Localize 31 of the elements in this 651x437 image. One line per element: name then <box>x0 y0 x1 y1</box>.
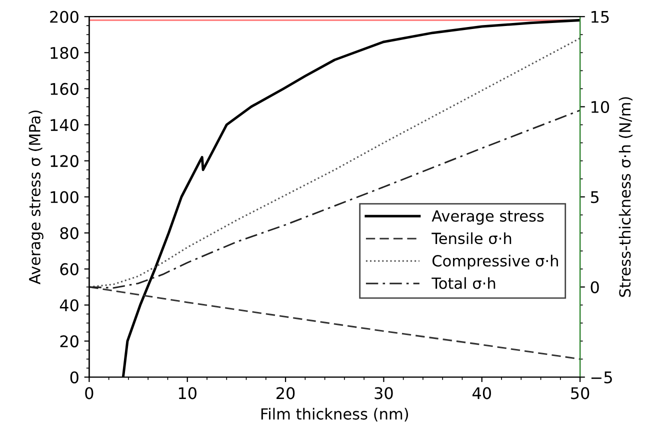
line-series <box>89 37 580 288</box>
legend-label: Compressive σ·h <box>432 254 558 270</box>
x-tick-label: 50 <box>571 387 590 400</box>
x-tick-label: 20 <box>276 387 295 400</box>
y-tick-label: 20 <box>60 335 78 348</box>
x-tick-label: 30 <box>374 387 393 400</box>
y2-tick-label: 0 <box>590 281 599 294</box>
y-tick-label: 60 <box>60 263 78 276</box>
y2-axis-title: Stress-thickness σ·h (N/m) <box>618 97 632 297</box>
x-tick-label: 10 <box>178 387 196 400</box>
y2-tick-label: −5 <box>591 372 612 384</box>
x-axis-title: Film thickness (nm) <box>261 408 408 422</box>
y-tick-label: 140 <box>50 118 78 132</box>
y-tick-label: 40 <box>60 299 78 312</box>
legend-label: Total σ·h <box>432 277 496 290</box>
y2-tick-label: 10 <box>592 100 610 114</box>
legend-label: Average stress <box>432 210 544 225</box>
legend-label: Tensile σ·h <box>432 232 512 244</box>
x-tick-label: 0 <box>85 387 94 400</box>
y-tick-label: 0 <box>70 371 78 384</box>
y-tick-label: 120 <box>50 155 78 168</box>
y-tick-label: 200 <box>50 10 78 23</box>
y-tick-label: 100 <box>50 191 78 204</box>
y-tick-label: 160 <box>50 82 78 96</box>
x-tick-label: 40 <box>472 387 491 400</box>
y2-tick-label: 5 <box>590 191 599 204</box>
y-tick-label: 180 <box>50 46 78 59</box>
y-axis-title: Average stress σ (MPa) <box>28 110 44 284</box>
y-tick-label: 80 <box>60 227 78 240</box>
line-series <box>89 110 580 289</box>
y2-tick-label: 15 <box>592 11 609 23</box>
